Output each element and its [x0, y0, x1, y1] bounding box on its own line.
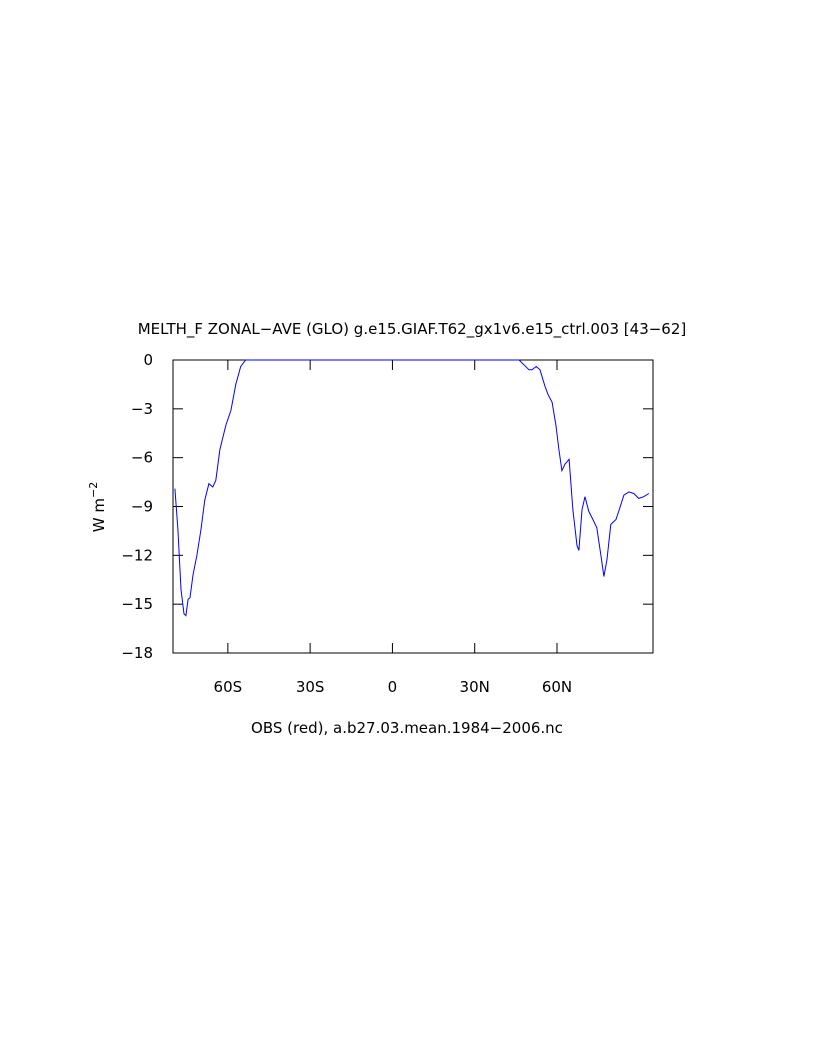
chart-title: MELTH_F ZONAL−AVE (GLO) g.e15.GIAF.T62_g…	[138, 320, 687, 339]
y-axis-label: W m−2	[87, 482, 108, 532]
chart-subtitle: OBS (red), a.b27.03.mean.1984−2006.nc	[251, 719, 563, 737]
y-tick-label: −18	[121, 644, 153, 662]
y-tick-label: −9	[131, 498, 153, 516]
x-tick-label: 0	[388, 678, 398, 696]
y-tick-label: −12	[121, 546, 153, 564]
x-tick-label: 60N	[542, 678, 572, 696]
y-tick-label: −3	[131, 400, 153, 418]
y-tick-label: −15	[121, 595, 153, 613]
x-tick-label: 30N	[460, 678, 490, 696]
y-tick-label: 0	[143, 351, 153, 369]
y-axis-label-sup: −2	[87, 482, 100, 498]
y-tick-label: −6	[131, 449, 153, 467]
plot-frame	[172, 359, 654, 654]
y-axis-label-base: W m	[90, 498, 108, 532]
x-tick-label: 30S	[296, 678, 325, 696]
data-line	[174, 359, 650, 617]
x-tick-label: 60S	[214, 678, 243, 696]
